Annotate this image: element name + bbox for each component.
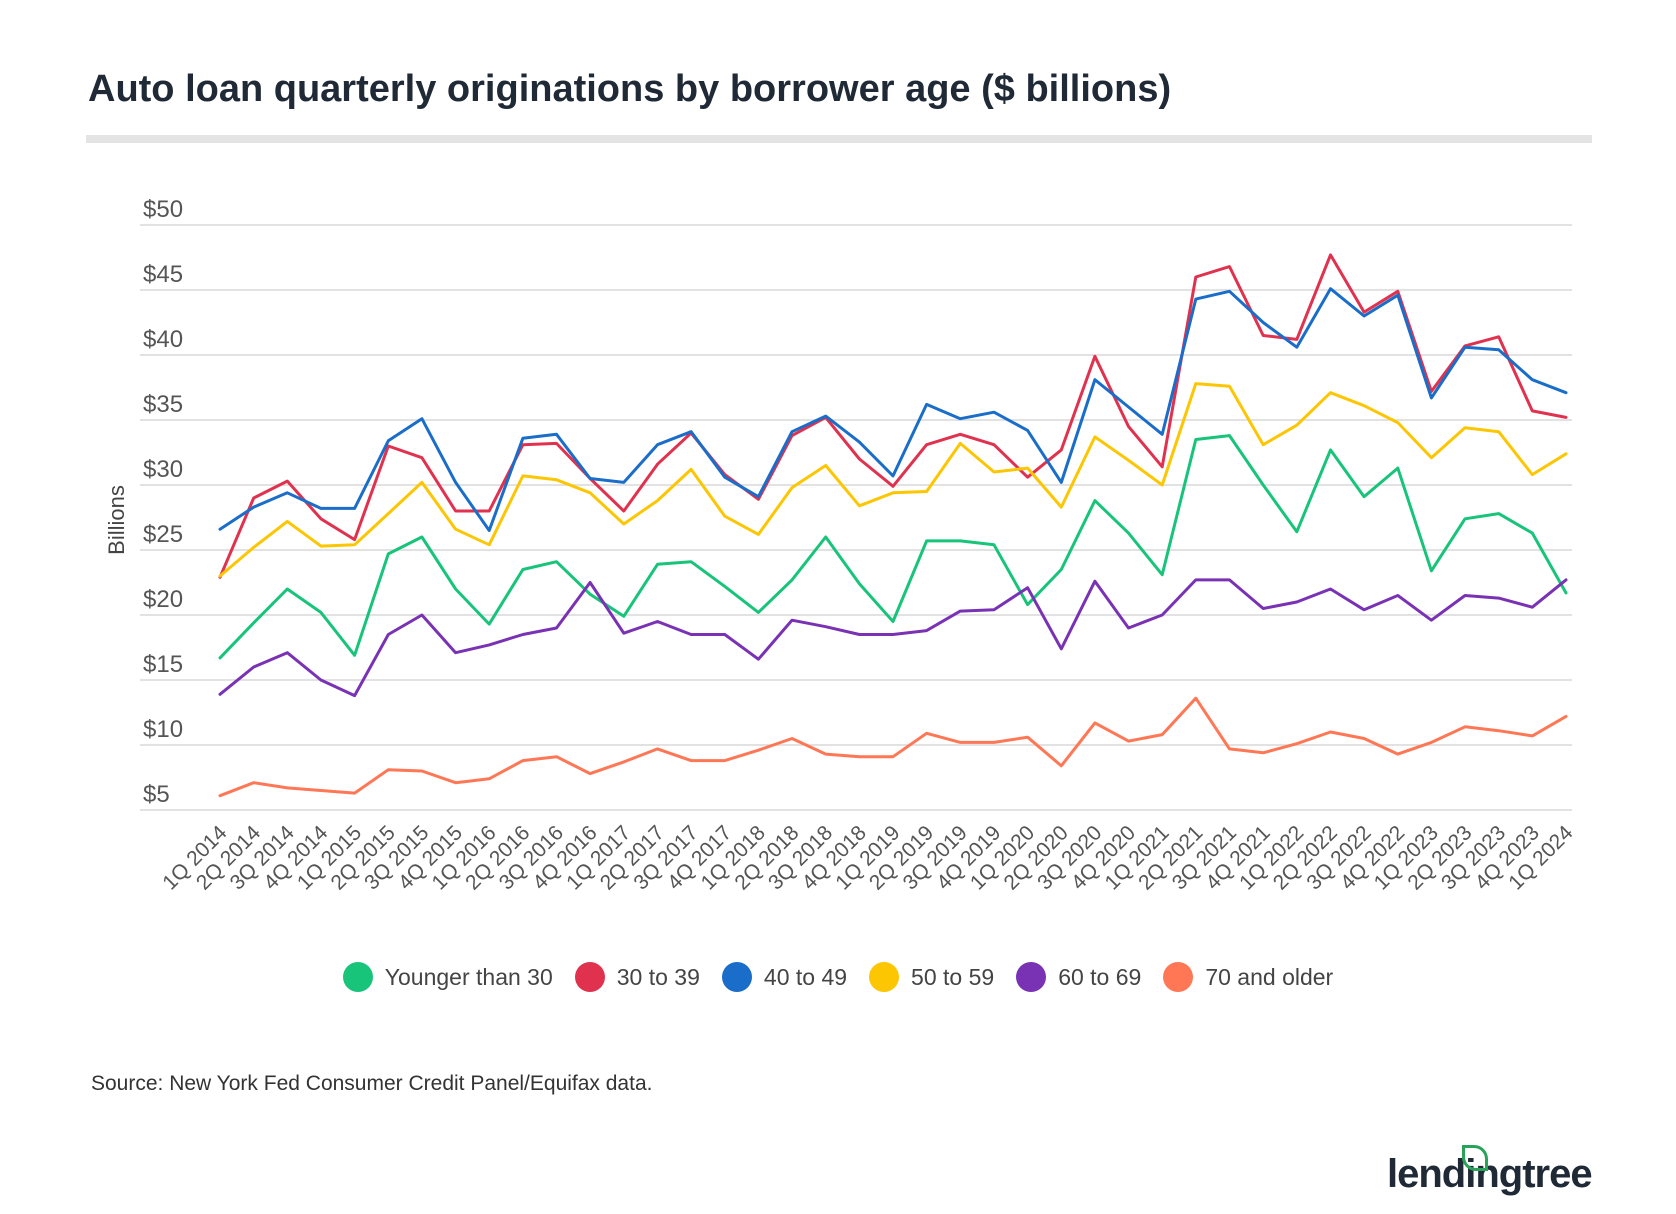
y-tick-label: $50 bbox=[143, 196, 183, 223]
legend-item: 40 to 49 bbox=[721, 962, 848, 992]
title-divider bbox=[86, 135, 1592, 143]
legend-item: 60 to 69 bbox=[1016, 962, 1141, 992]
series-line bbox=[218, 696, 1568, 798]
grid-lines bbox=[140, 224, 1572, 811]
series-lines bbox=[218, 253, 1568, 798]
chart-legend: Younger than 30 30 to 39 40 to 49 50 to 59 6… bbox=[0, 962, 1676, 992]
series-line bbox=[218, 253, 1568, 579]
series-line bbox=[218, 382, 1568, 578]
legend-item: 70 and older bbox=[1163, 962, 1333, 992]
y-tick-label: $10 bbox=[143, 716, 183, 743]
line-chart: $5 $10 $15 $20 $25 $30 $35 $40 $45 $50 1Q 20142Q … bbox=[104, 196, 1578, 895]
series-line bbox=[218, 578, 1568, 698]
legend-swatch bbox=[342, 962, 373, 992]
legend-swatch bbox=[574, 962, 605, 992]
series-line bbox=[218, 434, 1568, 660]
y-tick-label: $20 bbox=[143, 586, 183, 613]
legend-item: Younger than 30 bbox=[342, 962, 553, 992]
leaf-icon bbox=[1462, 1145, 1488, 1171]
legend-item: 30 to 39 bbox=[574, 962, 700, 992]
legend-swatch bbox=[721, 962, 752, 992]
legend-label: 40 to 49 bbox=[763, 963, 848, 990]
legend-swatch bbox=[1163, 962, 1194, 992]
y-tick-label: $35 bbox=[143, 391, 183, 418]
legend-swatch bbox=[1016, 962, 1047, 992]
legend-item: 50 to 59 bbox=[869, 962, 994, 992]
legend-label: 60 to 69 bbox=[1058, 963, 1142, 990]
chart-title: Auto loan quarterly originations by borr… bbox=[88, 68, 1172, 110]
source-note: Source: New York Fed Consumer Credit Pan… bbox=[91, 1072, 653, 1095]
legend-label: Younger than 30 bbox=[384, 963, 553, 990]
legend-label: 30 to 39 bbox=[616, 963, 700, 990]
y-tick-label: $45 bbox=[143, 261, 183, 288]
legend-label: 70 and older bbox=[1205, 963, 1334, 990]
legend-swatch bbox=[869, 962, 900, 992]
lendingtree-logo: lendingtree bbox=[1387, 1152, 1593, 1196]
y-tick-label: $40 bbox=[143, 326, 183, 353]
y-axis-label: Billions bbox=[104, 485, 129, 555]
y-tick-label: $25 bbox=[143, 521, 183, 548]
y-tick-label: $15 bbox=[143, 651, 183, 678]
legend-label: 50 to 59 bbox=[911, 963, 995, 990]
y-axis-ticks: $5 $10 $15 $20 $25 $30 $35 $40 $45 $50 bbox=[143, 196, 183, 808]
y-tick-label: $30 bbox=[143, 456, 183, 483]
series-line bbox=[218, 287, 1568, 532]
y-tick-label: $5 bbox=[143, 781, 170, 808]
